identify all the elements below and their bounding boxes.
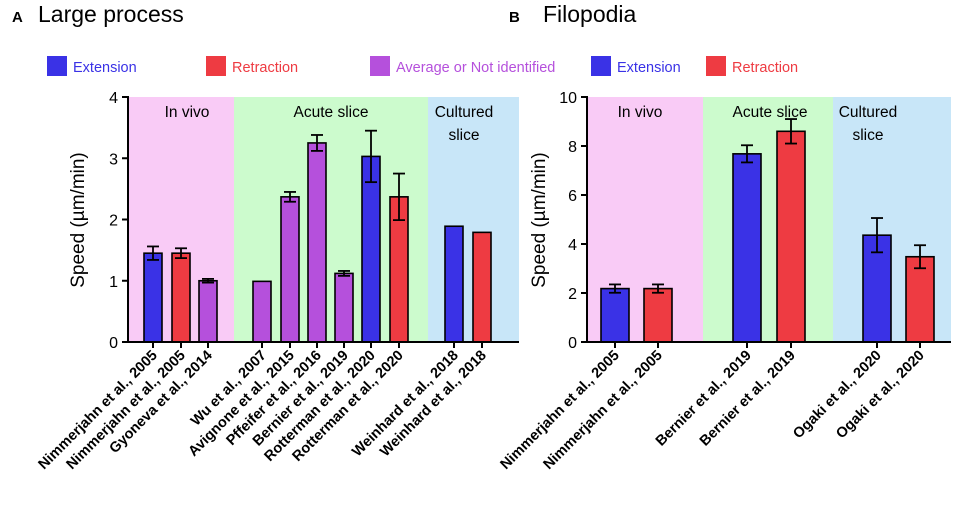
legend-label-average: Average or Not identified: [396, 60, 555, 76]
panel-a: A Large process Extension Retraction Average…: [12, 1, 555, 473]
panel-letter: A: [12, 9, 23, 26]
y-tick-label: 2: [109, 213, 118, 230]
bar: [472, 231, 492, 343]
legend-swatch-retraction: [206, 56, 226, 76]
region-label-invivo: In vivo: [165, 104, 210, 121]
legend-swatch-average: [370, 56, 390, 76]
legend-swatch-extension: [47, 56, 67, 76]
region-label-cultured: slice: [852, 127, 883, 144]
bar: [444, 225, 464, 343]
bar: [334, 272, 354, 343]
y-tick-label: 6: [568, 188, 577, 205]
y-tick-label: 4: [109, 90, 118, 107]
y-tick-label: 2: [568, 286, 577, 303]
bar: [198, 279, 218, 343]
bar: [643, 287, 673, 343]
bar: [143, 252, 163, 343]
bar: [905, 255, 935, 343]
y-tick-label: 8: [568, 139, 577, 156]
region-label-acute: Acute slice: [294, 104, 369, 121]
x-tick-label: Nimmerjahn et al., 2005: [64, 348, 189, 473]
bar: [171, 252, 191, 343]
bar: [361, 155, 381, 343]
y-tick-label: 4: [568, 237, 577, 254]
y-tick-label: 0: [568, 335, 577, 352]
region-label-cultured: slice: [448, 127, 479, 144]
bar: [600, 287, 630, 343]
legend-label-extension: Extension: [617, 60, 681, 76]
y-axis-label: Speed (µm/min): [529, 152, 550, 288]
legend-label-retraction: Retraction: [232, 60, 298, 76]
region-label-cultured: Cultured: [435, 104, 494, 121]
bar: [776, 130, 806, 343]
region-label-invivo: In vivo: [618, 104, 663, 121]
y-tick-label: 10: [559, 90, 577, 107]
bar: [280, 196, 300, 343]
panel-letter: B: [509, 9, 520, 26]
y-tick-label: 1: [109, 274, 118, 291]
bar: [307, 142, 327, 343]
y-tick-label: 0: [109, 335, 118, 352]
panel-title: Large process: [38, 1, 184, 27]
legend-label-extension: Extension: [73, 60, 137, 76]
legend-swatch-retraction: [706, 56, 726, 76]
legend-label-retraction: Retraction: [732, 60, 798, 76]
region-label-acute: Acute slice: [733, 104, 808, 121]
panel-title: Filopodia: [543, 1, 637, 27]
y-tick-label: 3: [109, 151, 118, 168]
panel-b: B Filopodia Extension Retraction In vivo Acut…: [498, 1, 951, 473]
region-bg-acute: [703, 97, 833, 342]
bar: [732, 153, 762, 343]
region-label-cultured: Cultured: [839, 104, 898, 121]
bar: [252, 280, 272, 343]
legend-swatch-extension: [591, 56, 611, 76]
y-axis-label: Speed (µm/min): [68, 152, 89, 288]
